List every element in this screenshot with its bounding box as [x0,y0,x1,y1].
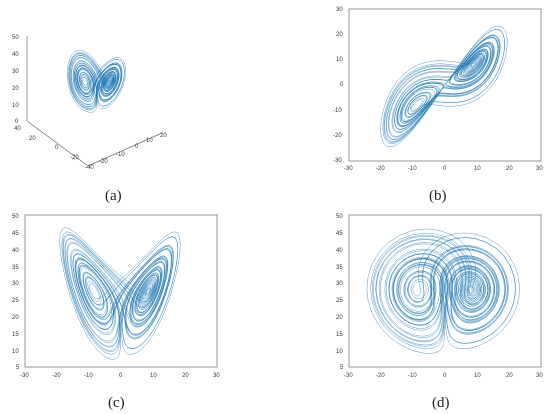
panel-c: 50 45 40 35 30 25 20 15 10 5 -30 -20 -10… [12,214,220,411]
panel-a-y-tick: 0 [135,144,139,150]
panel-b-x-ticks: -30 -20 -10 0 10 20 30 [344,166,543,172]
panel-d: 50 45 40 35 30 25 20 15 10 5 -30 -20 -10… [336,214,543,411]
panel-a-z-tick: 20 [12,86,19,92]
panel-c-y-tick: 40 [12,248,19,254]
panel-d-trajectory [366,228,520,354]
panel-a: 50 40 30 20 10 0 40 20 0 -20 -40 -20 -10… [12,35,167,204]
panel-b-x-tick: -10 [408,166,417,172]
panel-a-y-tick: 20 [160,133,167,139]
panel-b-x-tick: -20 [376,166,385,172]
panel-a-trajectory [67,49,126,113]
panel-b-x-tick: 30 [536,166,543,172]
panel-c-x-tick: 0 [119,373,123,379]
panel-a-z-tick: 40 [12,52,19,58]
panel-c-x-tick: 20 [182,373,189,379]
panel-c-x-tick: -20 [52,373,61,379]
panel-a-z-tick: 0 [15,119,19,125]
panel-d-y-ticks: 50 45 40 35 30 25 20 15 10 5 [336,214,344,371]
panel-a-y-tick: 10 [146,138,153,144]
panel-b-y-tick: -30 [333,158,342,164]
panel-d-x-tick: 10 [474,373,481,379]
panel-c-y-tick: 35 [12,265,19,271]
panel-d-x-tick: 0 [443,373,447,379]
panel-a-x-tick: -20 [70,155,79,161]
panel-d-y-tick: 40 [336,248,343,254]
panel-a-y-tick: -10 [116,152,125,158]
panel-d-y-tick: 35 [336,265,343,271]
panel-b-y-tick: -20 [333,133,342,139]
panel-b-x-tick: 10 [474,166,481,172]
panel-b-y-tick: -10 [333,108,342,114]
panel-c-y-tick: 5 [16,365,20,371]
panel-c-y-tick: 30 [12,281,19,287]
panel-b-y-tick: 30 [336,7,343,13]
panel-b-x-tick: 20 [506,166,513,172]
panel-a-z-tick: 50 [12,35,19,41]
panel-d-y-tick: 10 [336,349,343,355]
panel-d-x-tick: 30 [536,373,543,379]
panel-c-y-tick: 15 [12,332,19,338]
panel-b-y-ticks: 30 20 10 0 -10 -20 -30 [333,7,344,164]
panel-d-x-tick: -10 [408,373,417,379]
panel-c-x-tick: -30 [20,373,29,379]
panel-b-x-tick: -30 [344,166,353,172]
panel-b: 30 20 10 0 -10 -20 -30 -30 -20 -10 0 10 … [333,7,543,204]
panel-d-y-tick: 30 [336,281,343,287]
panel-a-y-ticks: -20 -10 0 10 20 [99,133,167,165]
panel-c-y-tick: 10 [12,349,19,355]
panel-d-y-tick: 15 [336,332,343,338]
panel-a-z-ticks: 50 40 30 20 10 0 [12,35,19,125]
panel-d-frame [348,214,542,368]
panel-a-x-tick: -40 [85,165,94,171]
panel-c-x-tick: -10 [84,373,93,379]
panel-c-y-ticks: 50 45 40 35 30 25 20 15 10 5 [12,214,20,371]
panel-d-x-tick: 20 [506,373,513,379]
panel-b-trajectory [380,25,508,148]
panel-c-caption: (c) [108,395,125,411]
panel-c-x-tick: 30 [213,373,220,379]
panel-c-trajectory [59,227,181,360]
panel-d-x-tick: -30 [344,373,353,379]
panel-a-axes [26,36,163,167]
panel-d-caption: (d) [432,395,450,411]
panel-d-x-ticks: -30 -20 -10 0 10 20 30 [344,373,543,379]
panel-c-x-ticks: -30 -20 -10 0 10 20 30 [20,373,220,379]
panel-d-x-tick: -20 [376,373,385,379]
panel-c-y-tick: 45 [12,231,19,237]
panel-d-y-tick: 20 [336,315,343,321]
panel-d-y-tick: 45 [336,231,343,237]
panel-b-y-tick: 20 [336,32,343,38]
panel-a-z-tick: 10 [12,103,19,109]
panel-a-x-tick: 40 [14,126,21,132]
panel-b-x-tick: 0 [443,166,447,172]
panel-d-y-tick: 5 [340,365,344,371]
panel-d-y-tick: 50 [336,214,343,220]
panel-a-x-tick: 0 [55,145,59,151]
panel-b-frame [348,8,542,162]
panel-a-y-tick: -20 [99,159,108,165]
panel-a-x-ticks: 40 20 0 -20 -40 [14,126,94,171]
panel-b-caption: (b) [429,188,447,204]
panel-d-y-tick: 25 [336,298,343,304]
panel-a-x-tick: 20 [29,136,36,142]
panel-c-y-tick: 20 [12,315,19,321]
panel-b-y-tick: 10 [336,57,343,63]
panel-c-y-tick: 25 [12,298,19,304]
panel-c-x-tick: 10 [150,373,157,379]
panel-a-caption: (a) [105,188,122,204]
panel-c-frame [24,214,218,368]
panel-c-y-tick: 50 [12,214,19,220]
panel-b-y-tick: 0 [340,82,344,88]
panel-a-z-tick: 30 [12,69,19,75]
